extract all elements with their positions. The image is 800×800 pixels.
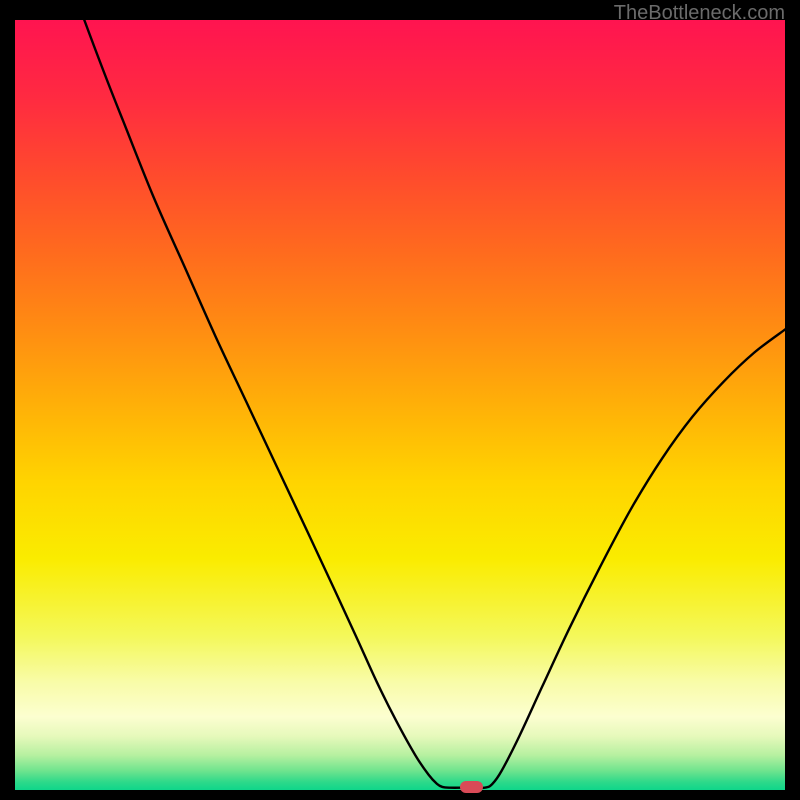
chart-container: { "attribution": "TheBottleneck.com", "p… xyxy=(0,0,800,800)
attribution-label: TheBottleneck.com xyxy=(614,2,785,25)
bottleneck-curve xyxy=(15,20,785,790)
sweet-spot-marker xyxy=(460,781,483,793)
plot-area xyxy=(15,20,785,790)
